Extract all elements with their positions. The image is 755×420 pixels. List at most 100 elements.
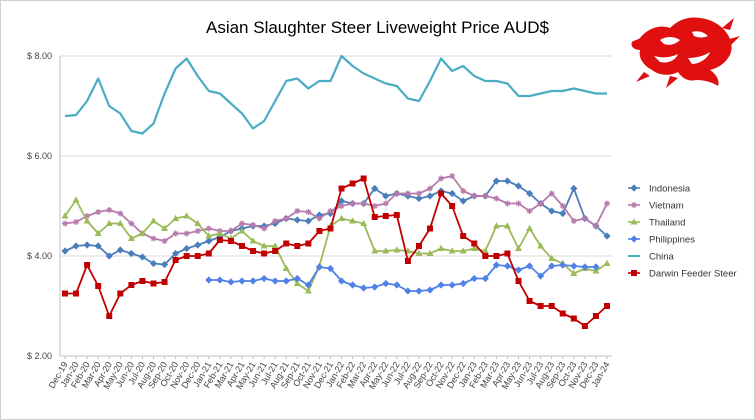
data-point: [161, 238, 168, 244]
data-point-stroke: [416, 190, 422, 197]
series-china: [64, 54, 607, 135]
data-point: [548, 207, 556, 215]
data-point: [149, 217, 157, 224]
data-point: [526, 208, 533, 214]
data-point: [205, 276, 213, 284]
data-point: [327, 208, 334, 214]
y-tick-label: $ 4.00: [27, 251, 52, 261]
data-point: [106, 207, 113, 213]
data-point: [570, 184, 578, 193]
data-point: [227, 238, 234, 244]
data-point: [216, 229, 224, 236]
data-point: [272, 248, 279, 254]
data-point-stroke: [73, 219, 79, 225]
data-point: [293, 279, 301, 286]
data-point: [105, 252, 113, 260]
data-point-stroke: [449, 173, 455, 179]
data-point: [128, 220, 135, 227]
data-point: [238, 227, 246, 234]
data-point: [448, 247, 456, 254]
data-point: [327, 225, 334, 232]
data-point: [371, 247, 379, 254]
data-point: [404, 287, 412, 295]
legend: Indonesia Vietnam Thailand Philippines China…: [628, 184, 737, 280]
data-point: [426, 249, 434, 256]
data-point: [160, 260, 169, 269]
data-point: [62, 290, 68, 297]
data-point: [238, 243, 245, 249]
data-point: [581, 263, 589, 271]
legend-label: Thailand: [649, 218, 685, 229]
data-point-stroke: [106, 207, 112, 213]
data-point: [537, 242, 545, 249]
data-point: [283, 215, 290, 222]
data-point: [150, 280, 157, 287]
data-point: [294, 208, 301, 214]
legend-label: China: [649, 252, 675, 263]
dragon-logo: [631, 17, 740, 88]
data-point: [250, 248, 257, 254]
data-point: [382, 192, 390, 200]
data-point: [172, 230, 179, 237]
data-point-stroke: [560, 203, 566, 209]
data-point: [559, 203, 566, 209]
data-point: [604, 303, 610, 309]
data-point: [304, 287, 312, 294]
data-point: [481, 247, 489, 254]
data-point: [570, 315, 577, 322]
data-point: [249, 277, 257, 285]
data-point-stroke: [294, 208, 300, 214]
data-point: [61, 247, 69, 255]
data-point: [360, 219, 368, 226]
y-tick-label: $ 8.00: [27, 51, 52, 61]
data-point: [514, 182, 523, 190]
data-point: [592, 263, 600, 271]
data-point: [194, 219, 202, 226]
data-point-stroke: [482, 193, 488, 199]
data-point: [227, 228, 234, 234]
data-point: [117, 210, 124, 217]
data-point: [437, 281, 445, 289]
data-point: [304, 281, 312, 289]
data-point: [360, 175, 367, 182]
legend-item: Darwin Feeder Steer: [628, 269, 737, 280]
data-point: [238, 277, 246, 285]
data-point: [415, 190, 422, 197]
legend-label: Indonesia: [649, 184, 691, 195]
data-point-stroke: [162, 238, 168, 244]
data-point: [630, 218, 638, 225]
data-point: [127, 234, 135, 241]
data-point-stroke: [427, 185, 433, 192]
data-point-stroke: [515, 200, 522, 207]
data-point: [631, 270, 637, 276]
data-point: [459, 279, 467, 288]
data-point: [581, 323, 588, 329]
data-point: [559, 261, 567, 269]
data-point: [537, 272, 545, 280]
data-point: [194, 228, 201, 234]
data-point: [393, 246, 401, 253]
data-point: [349, 217, 357, 224]
data-point: [371, 203, 378, 209]
data-point-stroke: [128, 220, 134, 227]
data-point-stroke: [372, 203, 378, 209]
data-point: [537, 200, 544, 207]
data-point: [83, 241, 91, 249]
legend-item: Indonesia: [628, 184, 691, 195]
data-point: [559, 310, 566, 317]
data-point-stroke: [173, 230, 179, 237]
data-point: [338, 214, 346, 221]
data-point-stroke: [206, 225, 212, 232]
data-point: [183, 230, 190, 237]
data-point: [360, 284, 368, 292]
data-point: [393, 190, 400, 197]
data-point: [194, 253, 201, 259]
data-point: [482, 253, 489, 259]
data-point: [526, 298, 533, 304]
data-point: [481, 274, 489, 283]
data-point: [216, 276, 224, 284]
data-point: [72, 196, 80, 203]
data-point-stroke: [383, 200, 389, 207]
data-point: [503, 262, 512, 270]
data-point-stroke: [471, 193, 477, 199]
